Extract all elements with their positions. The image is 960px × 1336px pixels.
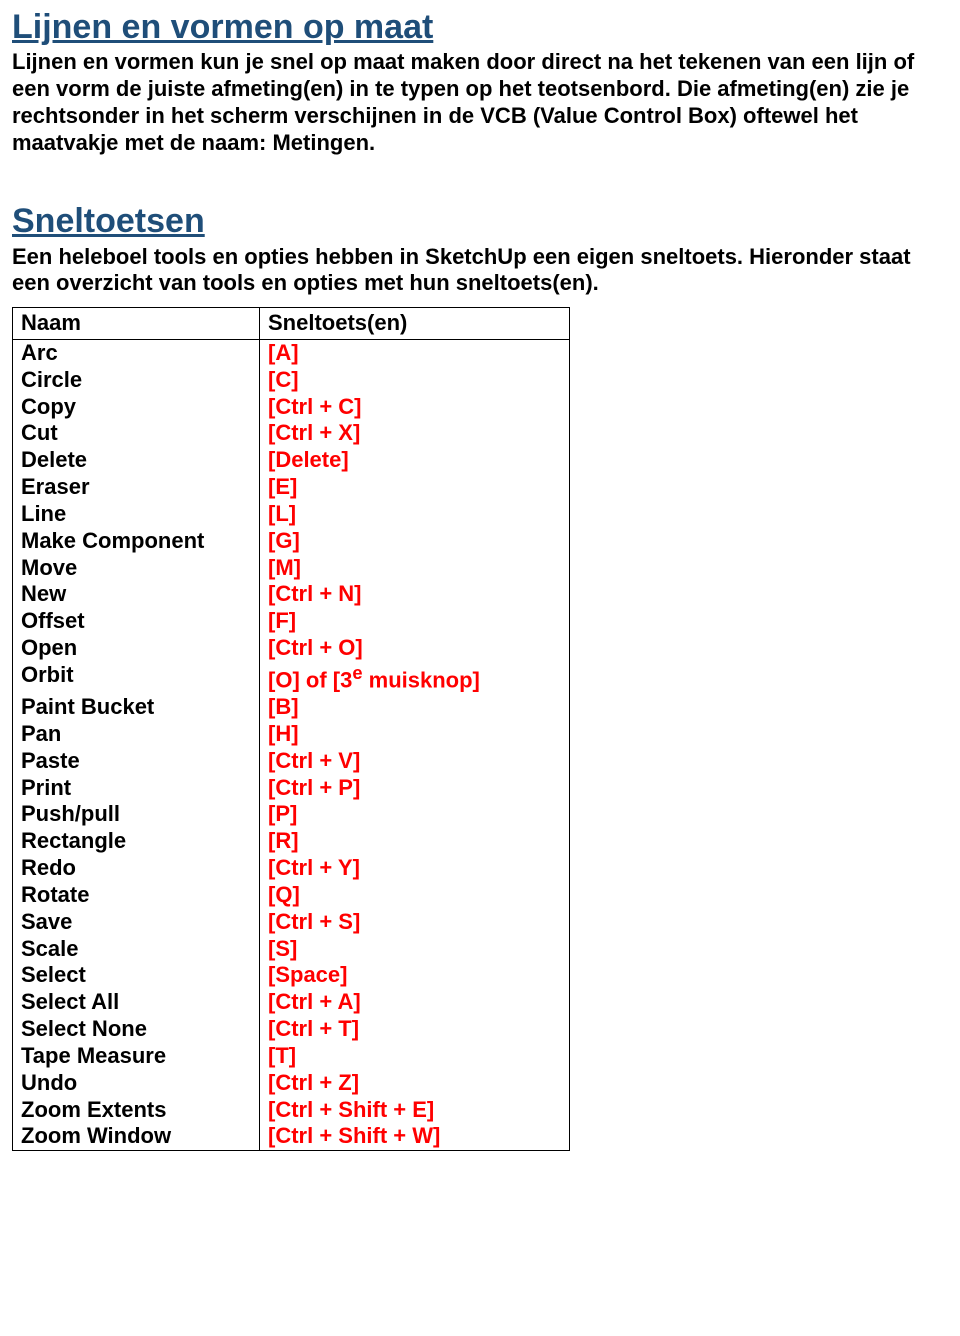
tool-shortcut: [M] xyxy=(260,555,570,582)
tool-name: Cut xyxy=(13,420,260,447)
tool-shortcut: [B] xyxy=(260,694,570,721)
tool-name: Copy xyxy=(13,394,260,421)
table-row: Orbit[O] of [3e muisknop] xyxy=(13,662,569,694)
table-row: Copy[Ctrl + C] xyxy=(13,394,569,421)
tool-shortcut: [Ctrl + Shift + W] xyxy=(260,1123,570,1150)
table-row: Move[M] xyxy=(13,555,569,582)
tool-shortcut: [Q] xyxy=(260,882,570,909)
section1-body: Lijnen en vormen kun je snel op maat mak… xyxy=(12,49,948,156)
table-row: Undo[Ctrl + Z] xyxy=(13,1070,569,1097)
table-row: Save[Ctrl + S] xyxy=(13,909,569,936)
tool-name: Select xyxy=(13,962,260,989)
table-row: Select None[Ctrl + T] xyxy=(13,1016,569,1043)
tool-shortcut: [F] xyxy=(260,608,570,635)
tool-name: Print xyxy=(13,775,260,802)
tool-name: Paste xyxy=(13,748,260,775)
tool-name: Orbit xyxy=(13,662,260,694)
tool-shortcut: [L] xyxy=(260,501,570,528)
tool-shortcut: [Ctrl + Z] xyxy=(260,1070,570,1097)
table-row: Circle[C] xyxy=(13,367,569,394)
tool-name: Circle xyxy=(13,367,260,394)
tool-shortcut: [O] of [3e muisknop] xyxy=(260,662,570,694)
table-row: Tape Measure[T] xyxy=(13,1043,569,1070)
tool-name: Delete xyxy=(13,447,260,474)
table-row: Redo[Ctrl + Y] xyxy=(13,855,569,882)
tool-name: Make Component xyxy=(13,528,260,555)
table-header-key: Sneltoets(en) xyxy=(260,308,570,339)
table-row: Select All[Ctrl + A] xyxy=(13,989,569,1016)
tool-name: Select All xyxy=(13,989,260,1016)
tool-name: Push/pull xyxy=(13,801,260,828)
tool-shortcut: [Ctrl + C] xyxy=(260,394,570,421)
tool-shortcut: [P] xyxy=(260,801,570,828)
tool-name: Arc xyxy=(13,339,260,366)
tool-name: Tape Measure xyxy=(13,1043,260,1070)
section2-title: Sneltoetsen xyxy=(12,202,948,241)
tool-shortcut: [Ctrl + X] xyxy=(260,420,570,447)
tool-shortcut: [A] xyxy=(260,339,570,366)
table-row: Zoom Window[Ctrl + Shift + W] xyxy=(13,1123,569,1150)
table-row: Rotate[Q] xyxy=(13,882,569,909)
tool-name: Line xyxy=(13,501,260,528)
tool-name: New xyxy=(13,581,260,608)
tool-shortcut: [T] xyxy=(260,1043,570,1070)
tool-shortcut: [Ctrl + N] xyxy=(260,581,570,608)
tool-shortcut: [Ctrl + Shift + E] xyxy=(260,1097,570,1124)
tool-shortcut: [G] xyxy=(260,528,570,555)
table-row: Eraser[E] xyxy=(13,474,569,501)
tool-shortcut: [C] xyxy=(260,367,570,394)
table-row: Zoom Extents[Ctrl + Shift + E] xyxy=(13,1097,569,1124)
tool-shortcut: [Ctrl + S] xyxy=(260,909,570,936)
table-header-name: Naam xyxy=(13,308,260,339)
tool-shortcut: [H] xyxy=(260,721,570,748)
tool-name: Save xyxy=(13,909,260,936)
tool-name: Paint Bucket xyxy=(13,694,260,721)
table-row: Print[Ctrl + P] xyxy=(13,775,569,802)
shortcuts-table-container: Naam Sneltoets(en) Arc[A]Circle[C]Copy[C… xyxy=(12,307,570,1151)
tool-name: Eraser xyxy=(13,474,260,501)
tool-shortcut: [Ctrl + P] xyxy=(260,775,570,802)
table-row: Cut[Ctrl + X] xyxy=(13,420,569,447)
table-row: Open[Ctrl + O] xyxy=(13,635,569,662)
tool-name: Open xyxy=(13,635,260,662)
table-row: Scale[S] xyxy=(13,936,569,963)
section1-title: Lijnen en vormen op maat xyxy=(12,8,948,47)
tool-name: Move xyxy=(13,555,260,582)
tool-name: Redo xyxy=(13,855,260,882)
table-row: Pan[H] xyxy=(13,721,569,748)
tool-name: Zoom Extents xyxy=(13,1097,260,1124)
tool-shortcut: [S] xyxy=(260,936,570,963)
tool-shortcut: [R] xyxy=(260,828,570,855)
shortcuts-table: Naam Sneltoets(en) Arc[A]Circle[C]Copy[C… xyxy=(13,308,569,1150)
tool-shortcut: [Space] xyxy=(260,962,570,989)
tool-shortcut: [E] xyxy=(260,474,570,501)
tool-shortcut: [Ctrl + A] xyxy=(260,989,570,1016)
table-row: Paste[Ctrl + V] xyxy=(13,748,569,775)
tool-shortcut: [Ctrl + O] xyxy=(260,635,570,662)
tool-shortcut: [Ctrl + V] xyxy=(260,748,570,775)
table-row: Rectangle[R] xyxy=(13,828,569,855)
tool-name: Rotate xyxy=(13,882,260,909)
table-row: New[Ctrl + N] xyxy=(13,581,569,608)
table-header-row: Naam Sneltoets(en) xyxy=(13,308,569,339)
tool-name: Pan xyxy=(13,721,260,748)
tool-name: Select None xyxy=(13,1016,260,1043)
table-row: Paint Bucket[B] xyxy=(13,694,569,721)
tool-shortcut: [Delete] xyxy=(260,447,570,474)
tool-name: Offset xyxy=(13,608,260,635)
tool-name: Zoom Window xyxy=(13,1123,260,1150)
table-row: Delete[Delete] xyxy=(13,447,569,474)
table-row: Select[Space] xyxy=(13,962,569,989)
tool-name: Rectangle xyxy=(13,828,260,855)
table-row: Push/pull[P] xyxy=(13,801,569,828)
table-row: Line[L] xyxy=(13,501,569,528)
table-row: Arc[A] xyxy=(13,339,569,366)
tool-shortcut: [Ctrl + T] xyxy=(260,1016,570,1043)
table-row: Make Component[G] xyxy=(13,528,569,555)
section2-body: Een heleboel tools en opties hebben in S… xyxy=(12,244,948,298)
tool-name: Scale xyxy=(13,936,260,963)
table-row: Offset[F] xyxy=(13,608,569,635)
tool-name: Undo xyxy=(13,1070,260,1097)
tool-shortcut: [Ctrl + Y] xyxy=(260,855,570,882)
